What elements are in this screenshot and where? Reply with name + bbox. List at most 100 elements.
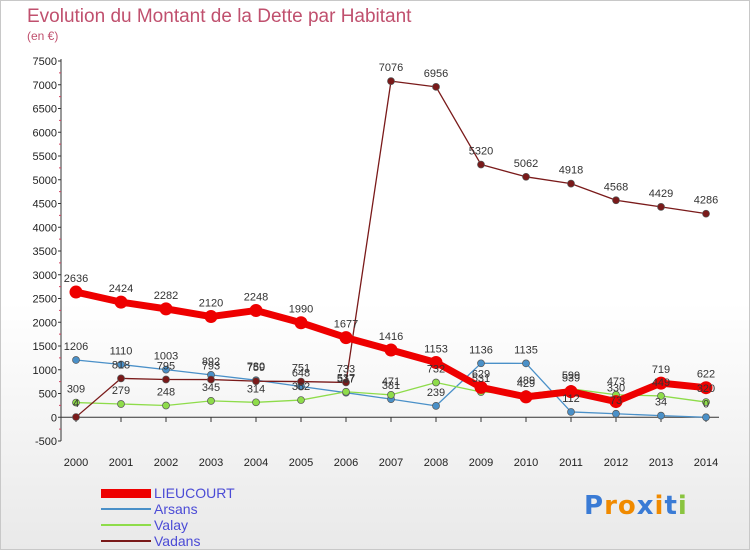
data-label-lieucourt: 330 [607, 383, 625, 395]
x-tick-label: 2013 [649, 457, 673, 469]
data-label-arsans: 1206 [64, 341, 88, 353]
data-label-valay: 732 [427, 363, 445, 375]
y-tick-label: 2000 [33, 317, 57, 329]
data-point-lieucourt [609, 395, 623, 409]
data-label-lieucourt: 2248 [244, 291, 268, 303]
x-tick-label: 2005 [289, 457, 313, 469]
data-label-valay: 473 [607, 376, 625, 388]
y-tick-label: 7000 [33, 80, 57, 92]
data-label-vadans: 6956 [424, 68, 448, 80]
x-tick-label: 2014 [694, 457, 718, 469]
y-tick-label: 6000 [33, 127, 57, 139]
data-label-vadans: 4 [73, 398, 79, 410]
data-point-vadans [72, 413, 80, 421]
x-tick-label: 2003 [199, 457, 223, 469]
data-label-lieucourt: 2636 [64, 273, 88, 285]
logo-letter: P [584, 491, 605, 521]
data-point-lieucourt [654, 376, 668, 390]
x-tick-label: 2006 [334, 457, 358, 469]
y-tick-label: 2500 [33, 294, 57, 306]
data-label-valay: 309 [67, 384, 85, 396]
data-label-valay: 537 [337, 373, 355, 385]
data-point-vadans [657, 203, 665, 211]
data-point-lieucourt [564, 385, 578, 399]
data-label-valay: 489 [517, 375, 535, 387]
logo-letter: i [654, 491, 665, 521]
y-tick-label: 7500 [33, 56, 57, 68]
data-label-lieucourt: 1677 [334, 319, 358, 331]
data-label-arsans: 381 [382, 380, 400, 392]
data-label-arsans: 1003 [154, 351, 178, 363]
legend-label-vadans: Vadans [154, 533, 201, 549]
data-point-lieucourt [69, 285, 83, 299]
y-tick-label: -500 [35, 436, 57, 448]
logo-letter: t [664, 491, 678, 521]
legend-label-valay: Valay [154, 517, 188, 533]
data-point-lieucourt [429, 355, 443, 369]
chart-title: Evolution du Montant de la Dette par Hab… [27, 6, 412, 27]
data-point-valay [162, 401, 170, 410]
y-tick-label: 3000 [33, 270, 57, 282]
data-label-valay: 279 [112, 385, 130, 397]
x-tick-label: 2000 [64, 457, 88, 469]
data-label-valay: 599 [562, 370, 580, 382]
data-label-valay: 345 [202, 382, 220, 394]
data-label-arsans: 0 [703, 398, 709, 410]
data-label-valay: 320 [697, 383, 715, 395]
data-point-vadans [342, 378, 350, 387]
data-point-arsans [702, 413, 710, 422]
x-tick-label: 2008 [424, 457, 448, 469]
data-point-arsans [477, 359, 485, 368]
x-tick-label: 2012 [604, 457, 628, 469]
data-label-vadans: 4918 [559, 165, 583, 177]
data-label-arsans: 517 [337, 374, 355, 386]
data-point-vadans [297, 377, 305, 386]
x-tick-label: 2001 [109, 457, 133, 469]
data-label-vadans: 5320 [469, 146, 493, 158]
data-label-vadans: 793 [202, 361, 220, 373]
data-label-arsans: 780 [247, 361, 265, 373]
data-point-lieucourt [204, 310, 218, 324]
data-point-valay [207, 397, 215, 405]
data-point-vadans [207, 375, 215, 384]
data-point-arsans [657, 411, 665, 420]
y-tick-label: 1500 [33, 341, 57, 353]
data-point-valay [702, 398, 710, 406]
data-label-valay: 531 [472, 373, 490, 385]
data-label-vadans: 733 [337, 363, 355, 375]
data-point-valay [117, 400, 125, 408]
data-label-lieucourt: 629 [472, 368, 490, 380]
data-point-vadans [567, 179, 575, 188]
data-point-lieucourt [474, 380, 488, 394]
data-label-lieucourt: 1990 [289, 304, 313, 316]
data-label-valay: 248 [157, 386, 175, 398]
legend-label-lieucourt: LIEUCOURT [154, 485, 235, 501]
data-point-vadans [387, 77, 395, 85]
data-label-lieucourt: 2424 [109, 283, 133, 295]
data-point-vadans [432, 82, 440, 91]
data-point-lieucourt [159, 302, 173, 316]
y-tick-label: 5000 [33, 175, 57, 187]
data-label-lieucourt: 1153 [424, 343, 448, 355]
data-label-lieucourt: 539 [562, 373, 580, 385]
data-label-lieucourt: 1416 [379, 331, 403, 343]
data-label-arsans: 1110 [110, 346, 133, 358]
x-tick-label: 2002 [154, 457, 178, 469]
data-label-vadans: 4286 [694, 195, 718, 207]
data-point-vadans [522, 172, 530, 181]
x-tick-label: 2007 [379, 457, 403, 469]
data-label-vadans: 4568 [604, 181, 628, 193]
data-point-arsans [522, 359, 530, 368]
y-tick-label: 0 [51, 412, 57, 424]
data-label-arsans: 1136 [469, 344, 493, 356]
data-label-arsans: 648 [292, 367, 310, 379]
y-tick-label: 3500 [33, 246, 57, 258]
proxiti-logo: Proxiti [584, 491, 688, 521]
data-label-arsans: 34 [655, 397, 667, 409]
data-label-lieucourt: 2282 [154, 290, 178, 302]
data-label-arsans: 112 [562, 393, 580, 405]
y-tick-label: 1000 [33, 365, 57, 377]
legend-swatch-arsans [101, 508, 151, 510]
chart-subtitle: (en €) [27, 29, 59, 43]
data-point-vadans [702, 209, 710, 218]
